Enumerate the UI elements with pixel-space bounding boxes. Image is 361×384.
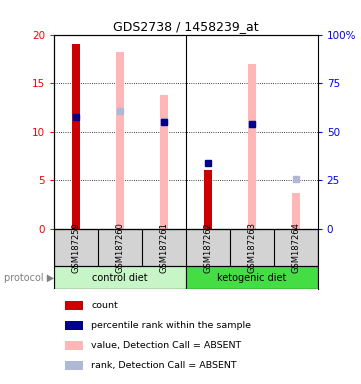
Text: control diet: control diet [92,273,148,283]
Bar [116,52,124,228]
Bar [186,266,318,289]
Bar [65,301,83,310]
Bar [204,170,212,228]
Bar [72,44,80,228]
Text: GSM187260: GSM187260 [116,222,125,273]
Bar [54,228,318,266]
Text: count: count [91,301,118,310]
Text: value, Detection Call = ABSENT: value, Detection Call = ABSENT [91,341,241,350]
Text: percentile rank within the sample: percentile rank within the sample [91,321,251,330]
Bar [292,193,300,228]
Bar [160,95,168,228]
Bar [65,361,83,370]
Text: rank, Detection Call = ABSENT: rank, Detection Call = ABSENT [91,361,237,370]
Text: ketogenic diet: ketogenic diet [217,273,287,283]
Bar [54,266,186,289]
Text: GSM187261: GSM187261 [160,222,169,273]
Bar [65,341,83,350]
Text: protocol ▶: protocol ▶ [4,273,54,283]
Text: GSM187262: GSM187262 [203,222,212,273]
Bar [65,321,83,330]
Text: GSM187259: GSM187259 [71,222,81,273]
Text: GSM187263: GSM187263 [247,222,256,273]
Bar [248,64,256,228]
Text: GSM187264: GSM187264 [291,222,300,273]
Title: GDS2738 / 1458239_at: GDS2738 / 1458239_at [113,20,259,33]
